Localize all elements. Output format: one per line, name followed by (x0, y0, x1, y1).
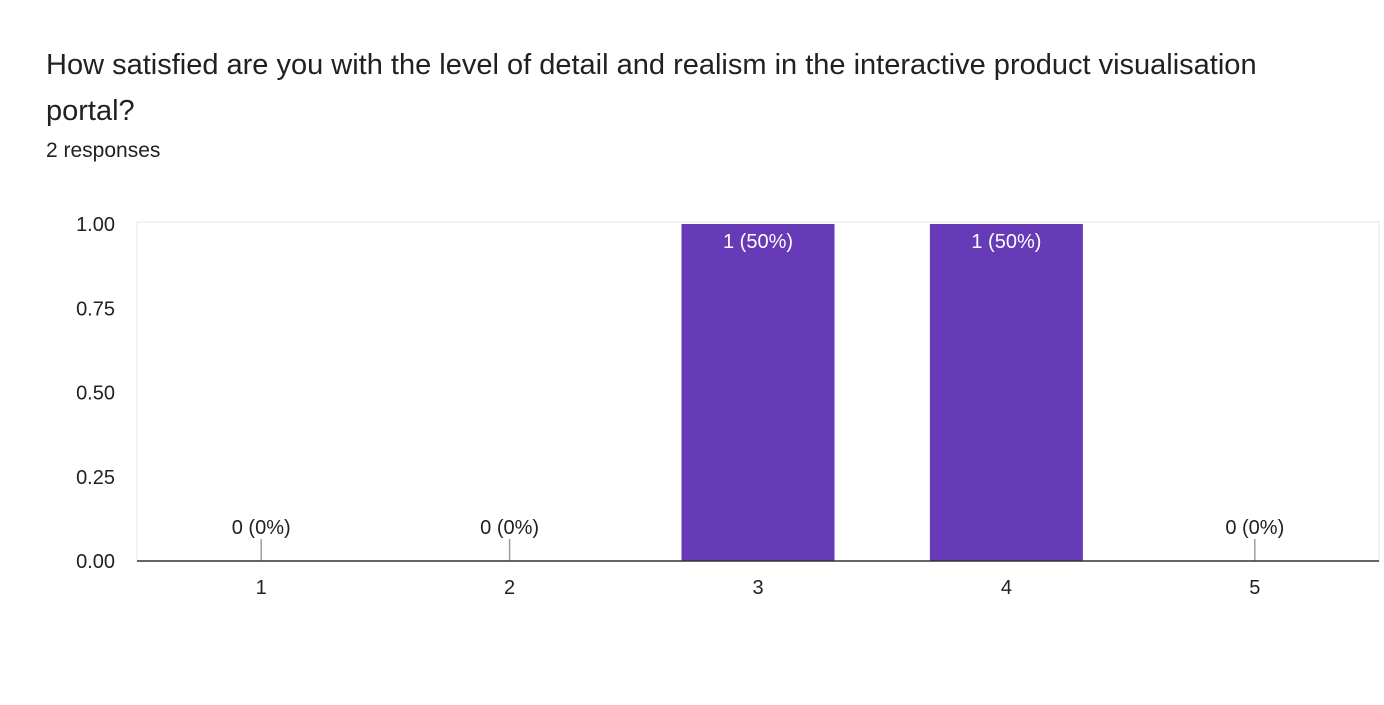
y-tick-label: 0.00 (76, 551, 115, 573)
data-label: 0 (0%) (232, 517, 291, 539)
data-label: 1 (50%) (723, 231, 793, 253)
x-axis: 1 2 3 4 5 (256, 577, 1261, 599)
bars: 0 (0%) 0 (0%) 1 (50%) 1 (50%) 0 (0%) (232, 224, 1284, 561)
x-tick-label: 1 (256, 577, 267, 599)
data-label: 0 (0%) (480, 517, 539, 539)
x-tick-label: 4 (1001, 577, 1012, 599)
data-label: 0 (0%) (1225, 517, 1284, 539)
response-count: 2 responses (46, 139, 161, 162)
y-tick-label: 0.75 (76, 298, 115, 320)
y-axis: 0.00 0.25 0.50 0.75 1.00 (76, 214, 115, 573)
data-label: 1 (50%) (971, 231, 1041, 253)
question-title: How satisfied are you with the level of … (46, 49, 1257, 127)
y-tick-label: 0.25 (76, 467, 115, 489)
x-tick-label: 5 (1249, 577, 1260, 599)
x-tick-label: 2 (504, 577, 515, 599)
bar (681, 224, 835, 561)
bar (929, 224, 1083, 561)
y-tick-label: 1.00 (76, 214, 115, 236)
x-tick-label: 3 (752, 577, 763, 599)
y-tick-label: 0.50 (76, 383, 115, 405)
